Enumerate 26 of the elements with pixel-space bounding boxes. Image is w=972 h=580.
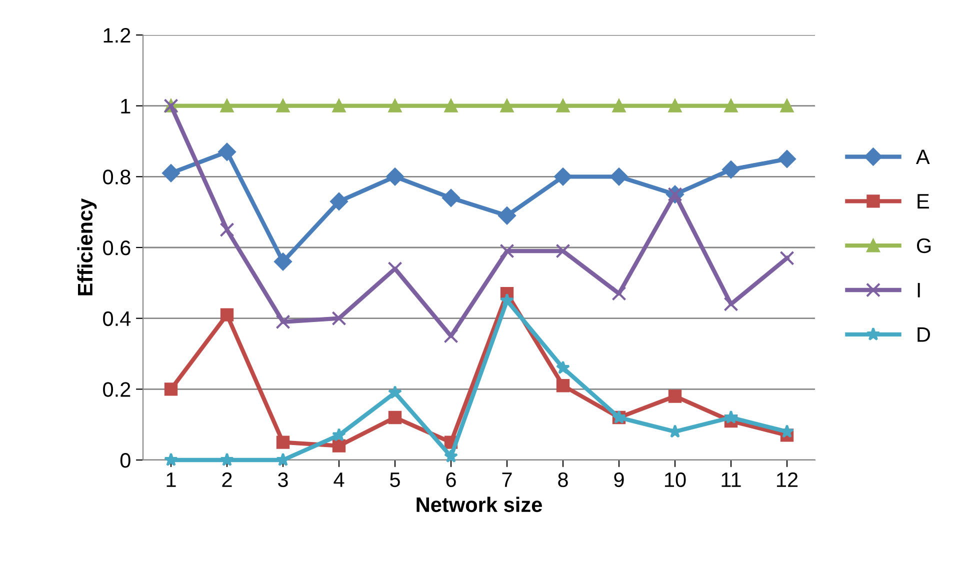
y-tick-label: 0.6 <box>103 240 130 256</box>
x-tick-label: 1 <box>166 472 176 487</box>
y-tick-label: 0 <box>120 453 130 468</box>
x-axis-title: Network size <box>416 496 542 512</box>
x-tick-label: 7 <box>502 472 512 487</box>
legend-label: G <box>916 238 931 254</box>
legend-label: A <box>916 150 930 164</box>
x-tick-label: 4 <box>334 472 344 487</box>
x-tick-label: 11 <box>722 472 741 487</box>
y-tick-label: 0.4 <box>103 311 131 326</box>
y-tick-label: 0.8 <box>103 170 130 184</box>
legend-label: D <box>918 327 930 342</box>
x-tick-label: 6 <box>446 472 456 488</box>
y-tick-label: 1 <box>121 99 130 114</box>
y-axis-title: Efficiency <box>77 198 97 296</box>
legend-label: E <box>918 194 929 208</box>
x-tick-label: 5 <box>390 472 400 488</box>
x-tick-label: 3 <box>278 472 288 488</box>
x-tick-label: 8 <box>558 472 568 488</box>
y-tick-label: 0.2 <box>103 382 130 397</box>
x-tick-label: 10 <box>665 472 686 488</box>
legend-label: I <box>918 282 920 298</box>
y-tick-label: 1.2 <box>104 28 130 43</box>
x-tick-label: 9 <box>614 472 624 488</box>
x-tick-label: 12 <box>777 472 798 487</box>
x-tick-label: 2 <box>222 472 232 487</box>
